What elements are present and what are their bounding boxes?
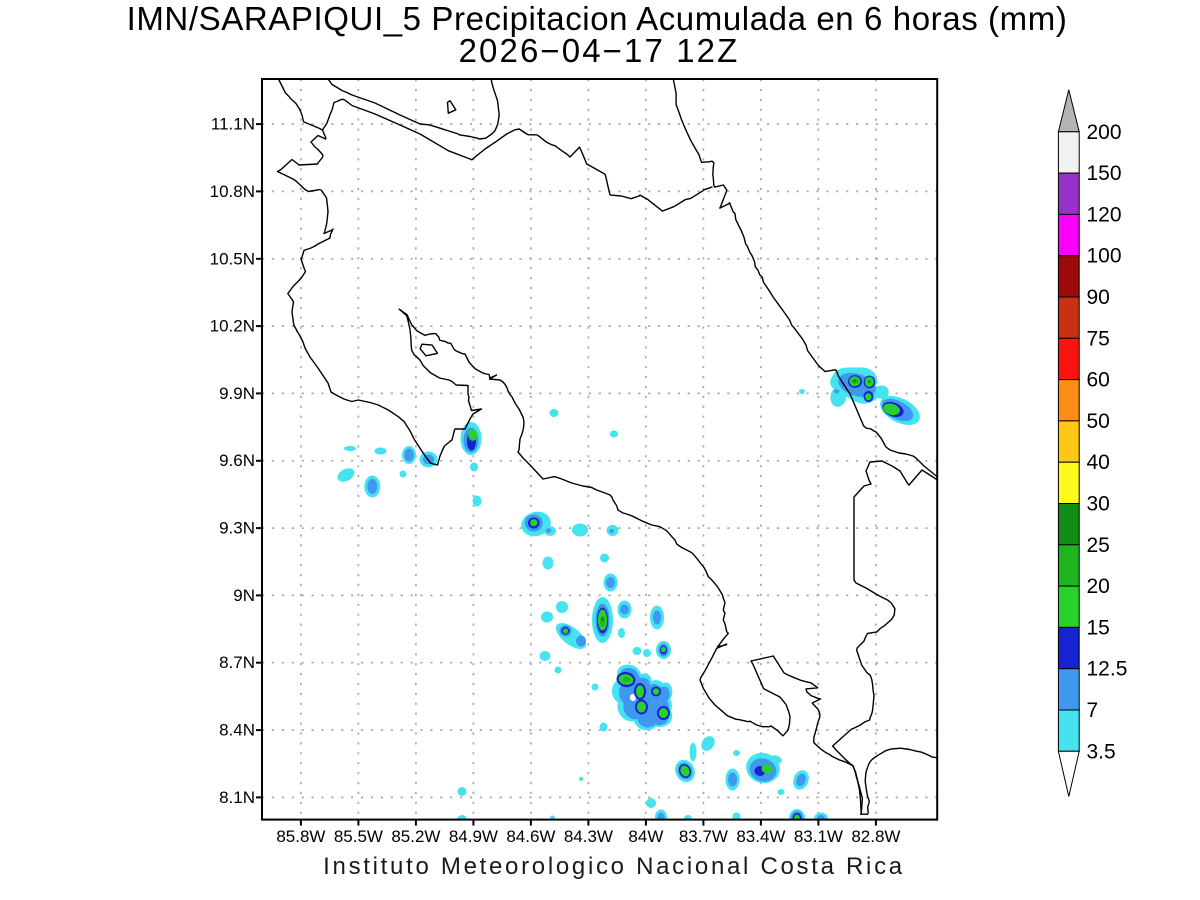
svg-text:8.1N: 8.1N	[219, 788, 255, 807]
svg-text:200: 200	[1087, 121, 1122, 144]
svg-text:15: 15	[1087, 616, 1110, 639]
svg-text:50: 50	[1087, 410, 1110, 433]
svg-text:3.5: 3.5	[1087, 740, 1116, 763]
svg-text:60: 60	[1087, 369, 1110, 392]
svg-text:IMN/SARAPIQUI_5 Precipitacion: IMN/SARAPIQUI_5 Precipitacion Acumulada …	[127, 0, 1068, 37]
svg-text:84.3W: 84.3W	[564, 827, 613, 846]
svg-text:20: 20	[1087, 575, 1110, 598]
svg-text:25: 25	[1087, 534, 1110, 557]
svg-text:83.1W: 83.1W	[794, 827, 843, 846]
svg-text:9N: 9N	[233, 586, 255, 605]
svg-text:9.6N: 9.6N	[219, 451, 255, 470]
svg-text:10.2N: 10.2N	[210, 317, 255, 336]
svg-text:9.9N: 9.9N	[219, 384, 255, 403]
svg-text:9.3N: 9.3N	[219, 519, 255, 538]
svg-text:84W: 84W	[628, 827, 663, 846]
svg-text:83.4W: 83.4W	[736, 827, 785, 846]
svg-text:85.2W: 85.2W	[391, 827, 440, 846]
svg-text:8.7N: 8.7N	[219, 653, 255, 672]
svg-text:82.8W: 82.8W	[851, 827, 900, 846]
svg-text:100: 100	[1087, 245, 1122, 268]
svg-text:12.5: 12.5	[1087, 658, 1128, 681]
svg-text:120: 120	[1087, 203, 1122, 226]
svg-text:30: 30	[1087, 493, 1110, 516]
svg-text:40: 40	[1087, 451, 1110, 474]
svg-text:84.6W: 84.6W	[506, 827, 555, 846]
svg-text:10.8N: 10.8N	[210, 182, 255, 201]
svg-text:11.1N: 11.1N	[211, 115, 255, 134]
svg-text:84.9W: 84.9W	[449, 827, 498, 846]
svg-text:83.7W: 83.7W	[679, 827, 728, 846]
svg-text:8.4N: 8.4N	[219, 721, 255, 740]
svg-text:150: 150	[1087, 162, 1122, 185]
svg-text:2026−04−17 12Z: 2026−04−17 12Z	[459, 32, 740, 69]
svg-text:90: 90	[1087, 286, 1110, 309]
svg-text:7: 7	[1087, 699, 1099, 722]
svg-text:75: 75	[1087, 327, 1110, 350]
svg-text:85.5W: 85.5W	[334, 827, 383, 846]
svg-text:Instituto Meteorologico Nacion: Instituto Meteorologico Nacional Costa R…	[323, 853, 905, 880]
svg-text:10.5N: 10.5N	[210, 249, 255, 268]
svg-text:85.8W: 85.8W	[276, 827, 325, 846]
